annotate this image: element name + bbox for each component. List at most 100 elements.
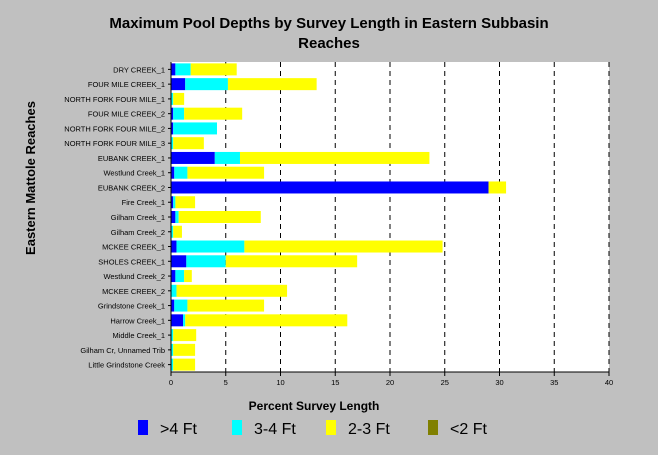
category-label: MCKEE CREEK_2 — [102, 287, 165, 296]
category-label: Gilham Creek_2 — [111, 228, 165, 237]
bar-16-series-1 — [174, 299, 188, 312]
legend-swatch-3 — [428, 420, 438, 435]
bar-16-series-2 — [187, 299, 265, 312]
bar-5-series-1 — [171, 137, 174, 150]
category-label: SHOLES CREEK_1 — [98, 257, 165, 266]
x-tick-label: 0 — [169, 378, 173, 387]
bar-12-series-2 — [244, 240, 443, 253]
x-tick-label: 15 — [331, 378, 339, 387]
category-label: DRY CREEK_1 — [113, 65, 165, 74]
legend-swatch-0 — [138, 420, 148, 435]
bar-20-series-2 — [173, 358, 196, 371]
bar-2-series-1 — [171, 92, 174, 105]
legend-label-0: >4 Ft — [160, 421, 197, 438]
category-label: MCKEE CREEK_1 — [102, 243, 165, 252]
chart-title-line2: Reaches — [298, 35, 360, 52]
category-label: FOUR MILE CREEK_2 — [88, 110, 165, 119]
bar-4-series-0 — [171, 122, 174, 135]
bar-7-series-2 — [187, 166, 265, 179]
y-axis-label: Eastern Mattole Reaches — [23, 101, 38, 255]
bar-14-series-2 — [184, 270, 192, 283]
legend-swatch-1 — [232, 420, 242, 435]
bar-14-series-0 — [171, 270, 176, 283]
category-label: EUBANK CREEK_1 — [98, 154, 165, 163]
bar-3-series-0 — [171, 107, 174, 120]
bar-0-series-2 — [190, 63, 237, 76]
x-tick-label: 35 — [550, 378, 558, 387]
category-label: FOUR MILE CREEK_1 — [88, 80, 165, 89]
category-label: Westlund Creek_1 — [103, 169, 165, 178]
bar-6-series-1 — [214, 151, 240, 164]
category-label: Harrow Creek_1 — [110, 316, 165, 325]
legend-label-3: <2 Ft — [450, 421, 487, 438]
bar-3-series-1 — [173, 107, 185, 120]
x-tick-label: 5 — [224, 378, 228, 387]
category-label: Gilham Creek_1 — [111, 213, 165, 222]
bar-1-series-2 — [227, 78, 317, 91]
bar-17-series-1 — [183, 314, 186, 327]
bar-13-series-0 — [171, 255, 187, 268]
category-label: Little Grindstone Creek — [88, 361, 165, 370]
category-label: Fire Creek_1 — [122, 198, 165, 207]
x-tick-label: 20 — [386, 378, 394, 387]
bar-11-series-2 — [173, 225, 182, 238]
bar-15-series-1 — [171, 284, 177, 297]
category-label: NORTH FORK FOUR MILE_2 — [64, 124, 165, 133]
bar-18-series-1 — [171, 329, 174, 342]
bar-0-series-1 — [175, 63, 191, 76]
bar-14-series-1 — [175, 270, 185, 283]
bar-9-series-1 — [173, 196, 176, 209]
bar-9-series-0 — [171, 196, 174, 209]
legend-label-2: 2-3 Ft — [348, 421, 390, 438]
bar-17-series-0 — [171, 314, 184, 327]
bar-19-series-2 — [173, 343, 196, 356]
category-label: Middle Creek_1 — [112, 331, 165, 340]
bar-3-series-2 — [184, 107, 243, 120]
bar-13-series-2 — [225, 255, 358, 268]
bar-12-series-0 — [171, 240, 177, 253]
x-tick-label: 25 — [441, 378, 449, 387]
x-tick-label: 10 — [276, 378, 284, 387]
category-label: NORTH FORK FOUR MILE_3 — [64, 139, 165, 148]
bar-20-series-1 — [171, 358, 174, 371]
bar-9-series-2 — [175, 196, 196, 209]
bar-8-series-2 — [488, 181, 507, 194]
bar-1-series-1 — [185, 78, 228, 91]
x-tick-label: 40 — [605, 378, 613, 387]
legend-swatch-2 — [326, 420, 336, 435]
bar-17-series-2 — [185, 314, 348, 327]
bar-8-series-0 — [171, 181, 489, 194]
bar-6-series-2 — [239, 151, 430, 164]
category-label: Grindstone Creek_1 — [98, 302, 165, 311]
bar-7-series-1 — [174, 166, 188, 179]
bar-13-series-1 — [186, 255, 226, 268]
x-tick-label: 30 — [495, 378, 503, 387]
bar-7-series-0 — [171, 166, 175, 179]
bar-5-series-2 — [173, 137, 204, 150]
legend-label-1: 3-4 Ft — [254, 421, 296, 438]
bar-1-series-0 — [171, 78, 186, 91]
bar-4-series-1 — [173, 122, 217, 135]
chart-title-line1: Maximum Pool Depths by Survey Length in … — [109, 15, 548, 32]
plot-area: DRY CREEK_1 FOUR MILE CREEK_1 NORTH FORK F… — [64, 62, 613, 387]
bar-10-series-1 — [175, 211, 179, 223]
bar-10-series-0 — [171, 211, 176, 223]
bar-18-series-2 — [173, 329, 197, 342]
bar-6-series-0 — [171, 151, 215, 164]
bar-15-series-2 — [176, 284, 288, 297]
category-label: EUBANK CREEK_2 — [98, 183, 165, 192]
x-axis-label: Percent Survey Length — [249, 399, 380, 413]
bar-10-series-2 — [178, 211, 261, 223]
category-label: Gilham Cr, Unnamed Trib — [80, 346, 165, 355]
category-label: NORTH FORK FOUR MILE_1 — [64, 95, 165, 104]
bar-19-series-1 — [171, 343, 174, 356]
bar-0-series-0 — [171, 63, 176, 76]
bar-16-series-0 — [171, 299, 175, 312]
legend: >4 Ft 3-4 Ft 2-3 Ft <2 Ft — [138, 420, 487, 438]
bar-11-series-1 — [171, 225, 174, 238]
bar-2-series-2 — [173, 92, 185, 105]
bar-12-series-1 — [176, 240, 245, 253]
category-label: Westlund Creek_2 — [103, 272, 165, 281]
